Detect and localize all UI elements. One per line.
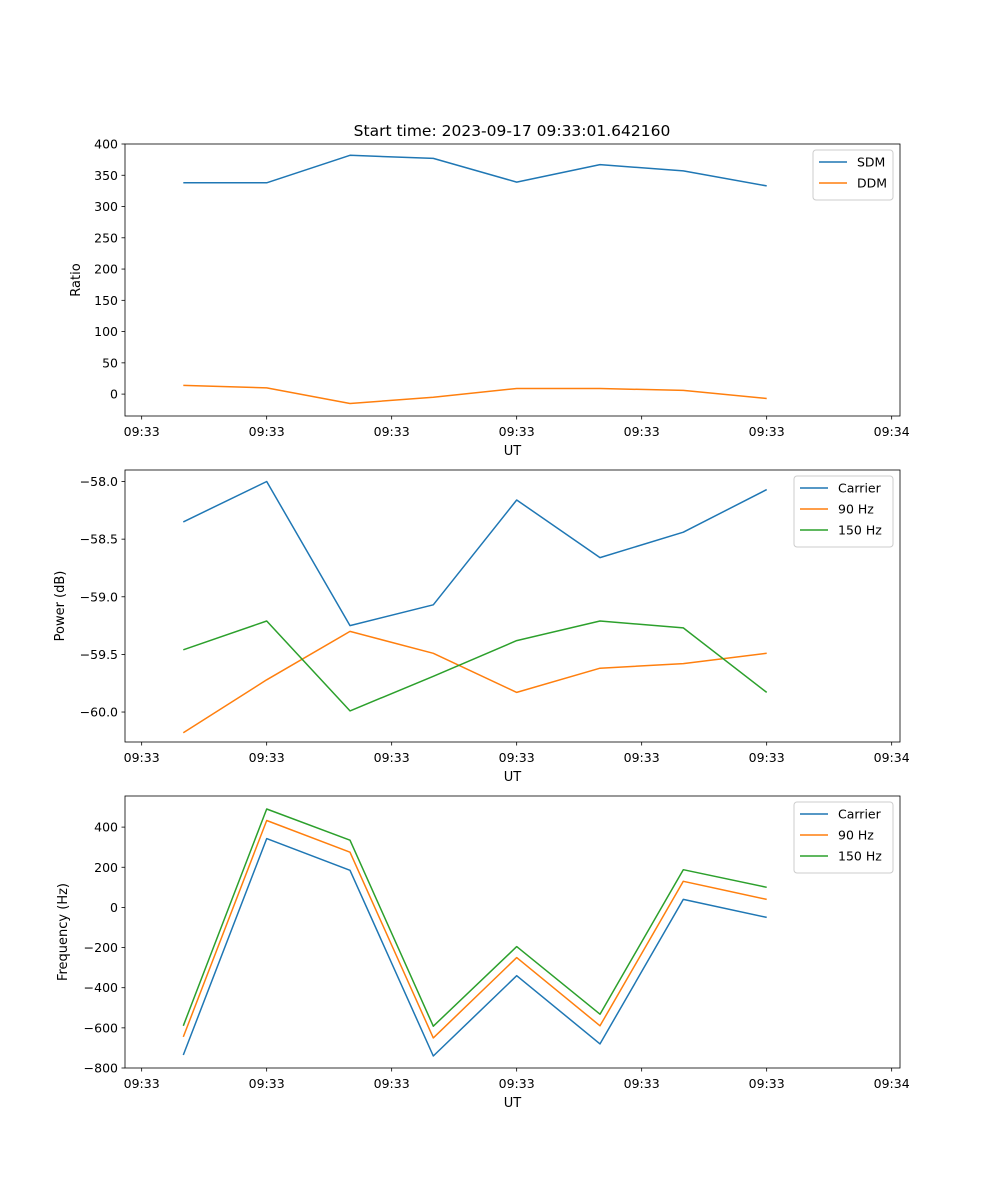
legend-label: SDM <box>857 155 885 170</box>
legend-label: Carrier <box>838 807 882 822</box>
x-tick-label: 09:33 <box>624 1076 660 1091</box>
y-tick-label: −200 <box>84 940 118 955</box>
y-tick-label: 200 <box>94 262 118 277</box>
y-axis-label: Frequency (Hz) <box>56 883 71 981</box>
y-tick-label: 400 <box>94 820 118 835</box>
y-tick-label: 100 <box>94 324 118 339</box>
x-tick-label: 09:33 <box>249 750 285 765</box>
legend-label: Carrier <box>838 481 882 496</box>
series-line-ddm <box>183 384 767 405</box>
x-axis-label: UT <box>504 1096 522 1111</box>
legend-label: DDM <box>857 176 887 191</box>
series-line-150-hz <box>183 620 768 712</box>
x-tick-label: 09:34 <box>874 424 910 439</box>
y-tick-label: 50 <box>102 355 118 370</box>
x-tick-label: 09:33 <box>499 750 535 765</box>
x-tick-label: 09:33 <box>749 1076 785 1091</box>
y-tick-label: −59.5 <box>80 647 118 662</box>
x-tick-label: 09:34 <box>874 1076 910 1091</box>
y-tick-label: 250 <box>94 230 118 245</box>
y-tick-label: −59.0 <box>80 589 118 604</box>
axes-frame <box>124 469 901 743</box>
y-tick-label: −58.5 <box>80 532 118 547</box>
y-tick-label: 300 <box>94 199 118 214</box>
y-axis-label: Ratio <box>69 263 84 296</box>
series-line-150-hz <box>182 808 767 1027</box>
series-line-90-hz <box>182 819 767 1039</box>
axes-frame <box>124 143 901 417</box>
legend-label: 150 Hz <box>838 523 882 538</box>
y-tick-label: 150 <box>94 293 118 308</box>
power-panel: −60.0 −59.5 −59.0 −58.5 −58.0 09:33 09:33 09:33… <box>53 469 910 785</box>
x-tick-label: 09:33 <box>499 424 535 439</box>
y-tick-label: −600 <box>84 1020 118 1035</box>
y-tick-label: −58.0 <box>80 474 118 489</box>
x-tick-label: 09:33 <box>624 750 660 765</box>
x-tick-label: 09:33 <box>749 750 785 765</box>
frequency-panel: −800 −600 −400 −200 0 200 400 09:33 09:33 09:33 09… <box>56 795 910 1111</box>
x-tick-label: 09:33 <box>124 424 160 439</box>
series-line-carrier <box>182 480 768 627</box>
y-tick-label: 200 <box>94 860 118 875</box>
series-line-90-hz <box>182 630 767 734</box>
legend-label: 90 Hz <box>838 502 874 517</box>
y-tick-label: 0 <box>110 900 118 915</box>
y-tick-label: 350 <box>94 168 118 183</box>
y-tick-label: 0 <box>110 387 118 402</box>
x-tick-label: 09:33 <box>374 1076 410 1091</box>
legend-label: 90 Hz <box>838 828 874 843</box>
x-axis-label: UT <box>504 444 522 459</box>
axes-frame <box>124 795 901 1069</box>
x-axis-label: UT <box>504 770 522 785</box>
y-tick-label: 400 <box>94 137 118 152</box>
series-line-carrier <box>182 837 767 1057</box>
x-tick-label: 09:33 <box>749 424 785 439</box>
x-tick-label: 09:33 <box>249 424 285 439</box>
x-tick-label: 09:33 <box>374 750 410 765</box>
series-line-sdm <box>183 154 767 187</box>
x-tick-label: 09:33 <box>124 1076 160 1091</box>
x-tick-label: 09:33 <box>374 424 410 439</box>
y-tick-label: −400 <box>84 980 118 995</box>
x-tick-label: 09:33 <box>124 750 160 765</box>
x-tick-label: 09:33 <box>249 1076 285 1091</box>
legend-label: 150 Hz <box>838 849 882 864</box>
ratio-panel: 0 50 100 150 200 250 300 350 400 09:33 09:33 09:33 0… <box>69 137 910 460</box>
figure-title: Start time: 2023-09-17 09:33:01.642160 <box>354 122 671 140</box>
x-tick-label: 09:33 <box>499 1076 535 1091</box>
y-tick-label: −60.0 <box>80 705 118 720</box>
y-axis-label: Power (dB) <box>53 571 68 642</box>
x-tick-label: 09:33 <box>624 424 660 439</box>
x-tick-label: 09:34 <box>874 750 910 765</box>
y-tick-label: −800 <box>84 1061 118 1076</box>
